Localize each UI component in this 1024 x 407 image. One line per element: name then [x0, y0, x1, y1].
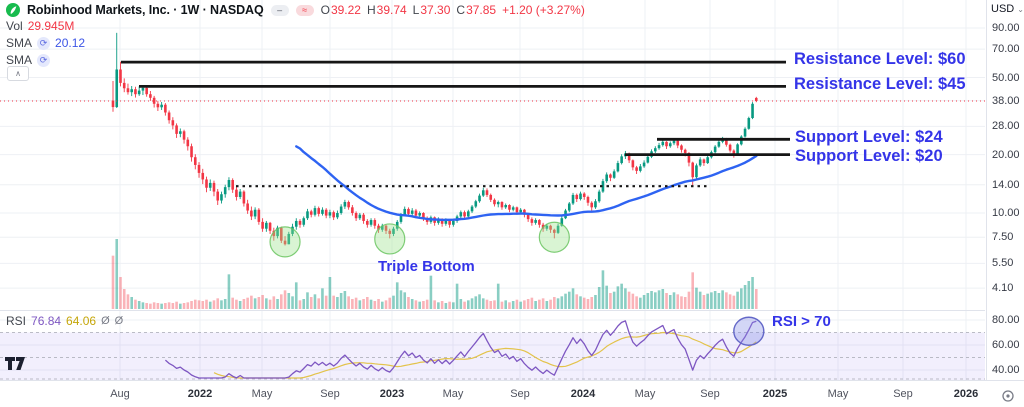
rsi-value: 76.84: [31, 314, 62, 328]
robinhood-logo-icon: [6, 3, 20, 17]
time-tick-label: Sep: [700, 388, 720, 400]
volume-label: Vol: [6, 19, 23, 33]
time-axis[interactable]: Aug 2022 May Sep 2023 May Sep 2024 May Sep 2025 May…: [0, 381, 1024, 407]
rsi-ma-value: 64.06: [66, 314, 97, 328]
sma1-legend-row[interactable]: SMA ⟳ 20.12: [6, 36, 85, 50]
price-tick-label: 38.00: [992, 94, 1020, 107]
price-tick-label: 28.00: [992, 120, 1020, 133]
sma2-label: SMA: [6, 53, 33, 67]
price-tick-label: 14.00: [992, 178, 1020, 191]
price-axis[interactable]: USD ⌄ 90.00 70.00 50.00 38.00 28.00 20.00 14.0…: [986, 0, 1024, 380]
time-tick-label: May: [442, 388, 464, 400]
rsi-tick-label: 80.00: [992, 314, 1020, 326]
sma-loading-icon: ⟳: [37, 53, 51, 67]
price-tick-label: 7.50: [992, 231, 1014, 244]
close-value: 37.85: [466, 3, 497, 17]
rsi-tick-label: 60.00: [992, 339, 1020, 351]
time-tick-label: May: [251, 388, 273, 400]
time-tick-label: Sep: [320, 388, 340, 400]
time-tick-label: 2026: [953, 388, 979, 400]
drawing-annotations: [121, 60, 790, 346]
time-tick-label: 2024: [570, 388, 596, 400]
high-label: H: [366, 3, 376, 17]
bar-style-toggle-icon[interactable]: –: [270, 4, 289, 16]
axis-settings-gear-icon[interactable]: [1000, 388, 1016, 404]
rsi-legend-row[interactable]: RSI 76.84 64.06 Ø Ø: [6, 314, 123, 328]
price-tick-label: 10.00: [992, 207, 1020, 220]
indicator-lines: [0, 100, 985, 379]
chevron-down-icon: ⌄: [1017, 4, 1024, 14]
rsi-tick-label: 40.00: [992, 364, 1020, 376]
time-tick-label: 2025: [762, 388, 788, 400]
price-tick-label: 5.50: [992, 257, 1014, 270]
annotation-resistance-45[interactable]: Resistance Level: $45: [794, 75, 966, 93]
sma1-value: 20.12: [55, 36, 86, 50]
time-tick-label: May: [827, 388, 849, 400]
time-tick-label: Aug: [110, 388, 130, 400]
change-value: +1.20 (+3.27%): [502, 3, 585, 17]
volume-value: 29.945M: [27, 19, 75, 33]
chevron-up-icon: ∧: [15, 69, 21, 78]
ohlc-values: O 39.22 H 39.74 L 37.30 C 37.85 +1.20 (+3.27…: [321, 3, 585, 17]
price-tick-label: 4.10: [992, 282, 1014, 295]
high-value: 39.74: [376, 3, 407, 17]
sma1-label: SMA: [6, 36, 33, 50]
annotation-rsi-over-70[interactable]: RSI > 70: [772, 313, 831, 330]
annotation-resistance-60[interactable]: Resistance Level: $60: [794, 50, 966, 68]
annotation-triple-bottom[interactable]: Triple Bottom: [378, 258, 475, 275]
low-label: L: [412, 3, 420, 17]
currency-selector[interactable]: USD ⌄: [991, 3, 1024, 15]
volume-legend-row[interactable]: Vol 29.945M: [6, 19, 74, 33]
volume-bars: [111, 239, 758, 309]
rsi-band: [0, 332, 985, 380]
gridlines: [0, 0, 985, 380]
collapse-legend-button[interactable]: ∧: [7, 66, 29, 81]
close-label: C: [456, 3, 466, 17]
time-tick-label: May: [634, 388, 656, 400]
rsi-label: RSI: [6, 314, 27, 328]
pane-frames: [0, 310, 1024, 381]
open-label: O: [320, 3, 330, 17]
annotation-support-20[interactable]: Support Level: $20: [795, 147, 943, 165]
price-tick-label: 50.00: [992, 71, 1020, 84]
open-value: 39.22: [330, 3, 361, 17]
time-tick-label: 2022: [187, 388, 213, 400]
price-tick-label: 90.00: [992, 22, 1020, 35]
time-tick-label: Sep: [510, 388, 530, 400]
time-tick-label: Sep: [893, 388, 913, 400]
symbol-title[interactable]: Robinhood Markets, Inc. · 1W · NASDAQ: [27, 3, 264, 17]
tradingview-logo-icon[interactable]: [5, 356, 27, 377]
annotation-support-24[interactable]: Support Level: $24: [795, 128, 943, 146]
price-tick-label: 20.00: [992, 148, 1020, 161]
approx-toggle-icon[interactable]: ≈: [295, 4, 314, 16]
low-value: 37.30: [420, 3, 451, 17]
sma2-legend-row[interactable]: SMA ⟳: [6, 53, 51, 67]
rsi-empty-slot-icon: Ø: [114, 315, 124, 327]
rsi-empty-slot-icon: Ø: [101, 315, 110, 327]
sma-loading-icon: ⟳: [37, 36, 51, 50]
time-tick-label: 2023: [379, 388, 405, 400]
currency-label: USD: [991, 3, 1015, 15]
price-tick-label: 70.00: [992, 43, 1020, 56]
symbol-legend-row[interactable]: Robinhood Markets, Inc. · 1W · NASDAQ – …: [6, 2, 585, 18]
